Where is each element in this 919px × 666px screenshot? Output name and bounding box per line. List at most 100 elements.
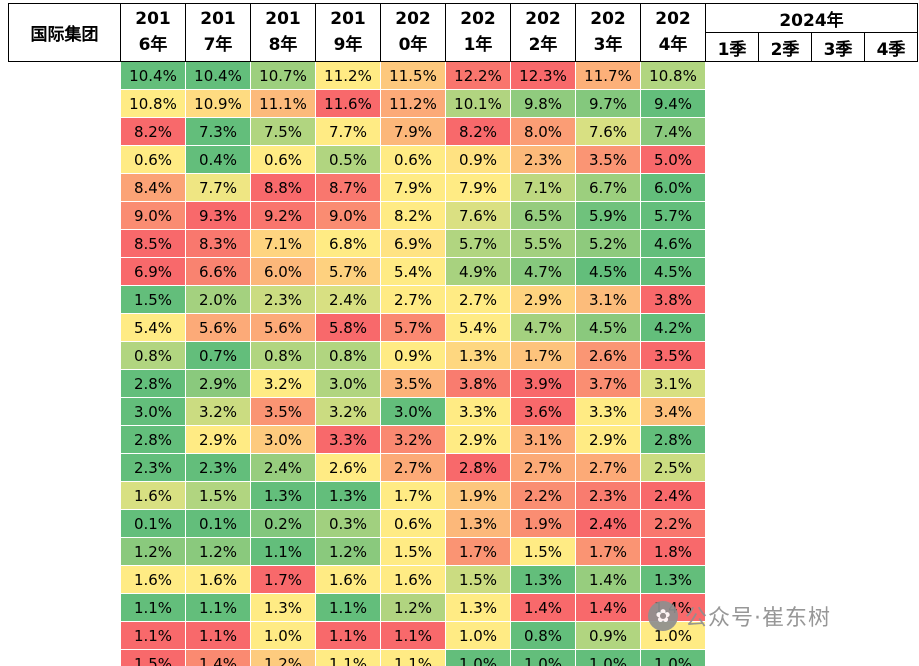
table-row: 1.5% 2.0% 2.3% 2.4% 2.7% 2.7% 2.9% 3.1% 3.8%	[8, 285, 918, 314]
heat-cell: 8.0%	[510, 117, 576, 146]
heat-cell: 3.2%	[380, 425, 446, 454]
heat-cell: 0.8%	[510, 621, 576, 650]
heat-cell: 0.6%	[380, 509, 446, 538]
quarter-cell	[758, 593, 812, 622]
year-header-label: 2022年	[525, 9, 561, 55]
heat-cell: 0.2%	[250, 509, 316, 538]
quarter-cell	[705, 201, 759, 230]
heat-cell: 6.9%	[380, 229, 446, 258]
heat-cell: 3.7%	[575, 369, 641, 398]
quarter-cell	[864, 117, 918, 146]
heat-cell: 7.6%	[445, 201, 511, 230]
heat-cell: 3.1%	[510, 425, 576, 454]
row-label-cell	[8, 593, 121, 622]
heat-cell: 8.4%	[120, 173, 186, 202]
heat-cell: 7.9%	[445, 173, 511, 202]
quarter-cell	[705, 649, 759, 666]
heat-cell: 12.3%	[510, 61, 576, 90]
heat-cell: 2.4%	[575, 509, 641, 538]
heat-cell: 3.5%	[380, 369, 446, 398]
heat-cell: 10.9%	[185, 89, 251, 118]
year-header: 2018年	[250, 3, 316, 62]
corner-label: 国际集团	[8, 3, 121, 62]
heat-cell: 3.9%	[510, 369, 576, 398]
quarter-cell	[758, 481, 812, 510]
quarter-cell	[864, 229, 918, 258]
year-header: 2022年	[510, 3, 576, 62]
year-header-label: 2019年	[330, 9, 366, 55]
row-label-cell	[8, 509, 121, 538]
heat-cell: 0.6%	[250, 145, 316, 174]
heat-cell: 8.2%	[380, 201, 446, 230]
heat-cell: 1.1%	[120, 621, 186, 650]
heat-cell: 4.6%	[640, 229, 706, 258]
year-header: 2021年	[445, 3, 511, 62]
heat-cell: 3.3%	[575, 397, 641, 426]
quarter-cell	[705, 621, 759, 650]
heat-cell: 5.7%	[640, 201, 706, 230]
quarter-cell	[864, 481, 918, 510]
heat-cell: 1.3%	[640, 565, 706, 594]
heat-cell: 1.2%	[250, 649, 316, 666]
row-label-cell	[8, 229, 121, 258]
heat-cell: 0.9%	[380, 341, 446, 370]
quarter-cell	[758, 229, 812, 258]
quarter-cell	[811, 145, 865, 174]
heat-cell: 8.5%	[120, 229, 186, 258]
quarter-cell	[705, 481, 759, 510]
heat-cell: 2.4%	[315, 285, 381, 314]
row-label-cell	[8, 145, 121, 174]
heat-cell: 2.7%	[445, 285, 511, 314]
row-label-cell	[8, 341, 121, 370]
row-label-cell	[8, 481, 121, 510]
quarter-cell	[811, 621, 865, 650]
heat-cell: 3.5%	[250, 397, 316, 426]
heat-cell: 1.1%	[120, 593, 186, 622]
table-row: 8.2% 7.3% 7.5% 7.7% 7.9% 8.2% 8.0% 7.6% 7.4%	[8, 117, 918, 146]
heat-cell: 0.5%	[315, 145, 381, 174]
heat-cell: 0.8%	[250, 341, 316, 370]
row-label-cell	[8, 285, 121, 314]
heat-cell: 2.9%	[575, 425, 641, 454]
heat-cell: 10.4%	[120, 61, 186, 90]
heat-cell: 11.6%	[315, 89, 381, 118]
table-row: 1.6% 1.6% 1.7% 1.6% 1.6% 1.5% 1.3% 1.4% 1.3%	[8, 565, 918, 594]
heat-cell: 2.8%	[640, 425, 706, 454]
quarter-cell	[705, 509, 759, 538]
quarter-cell	[864, 425, 918, 454]
heat-cell: 4.5%	[575, 257, 641, 286]
quarter-cell	[864, 341, 918, 370]
heat-cell: 4.5%	[640, 257, 706, 286]
heat-cell: 5.8%	[315, 313, 381, 342]
quarter-cell	[705, 117, 759, 146]
quarter-cell	[864, 593, 918, 622]
year-header-label: 2016年	[135, 9, 171, 55]
quarter-cell	[864, 621, 918, 650]
quarter-cell	[705, 313, 759, 342]
heat-cell: 11.2%	[315, 61, 381, 90]
quarter-cell	[864, 369, 918, 398]
quarter-header: 4季	[864, 32, 918, 62]
watermark: ✿ 公众号·崔东树	[648, 600, 831, 632]
quarter-cell	[811, 61, 865, 90]
heat-cell: 1.1%	[315, 649, 381, 666]
heat-cell: 2.3%	[575, 481, 641, 510]
heat-cell: 3.0%	[380, 397, 446, 426]
heat-cell: 1.9%	[445, 481, 511, 510]
heat-cell: 5.4%	[445, 313, 511, 342]
year-header: 2019年	[315, 3, 381, 62]
heat-cell: 10.4%	[185, 61, 251, 90]
quarter-cell	[705, 341, 759, 370]
heat-cell: 3.0%	[315, 369, 381, 398]
heat-cell: 7.6%	[575, 117, 641, 146]
heat-cell: 11.1%	[250, 89, 316, 118]
heat-cell: 1.8%	[640, 537, 706, 566]
heat-cell: 1.2%	[185, 537, 251, 566]
heat-cell: 2.7%	[575, 453, 641, 482]
quarter-cell	[811, 397, 865, 426]
row-label-cell	[8, 425, 121, 454]
table-row: 8.4% 7.7% 8.8% 8.7% 7.9% 7.9% 7.1% 6.7% 6.0%	[8, 173, 918, 202]
quarter-cell	[758, 621, 812, 650]
heat-cell: 5.7%	[445, 229, 511, 258]
heat-cell: 2.7%	[380, 453, 446, 482]
